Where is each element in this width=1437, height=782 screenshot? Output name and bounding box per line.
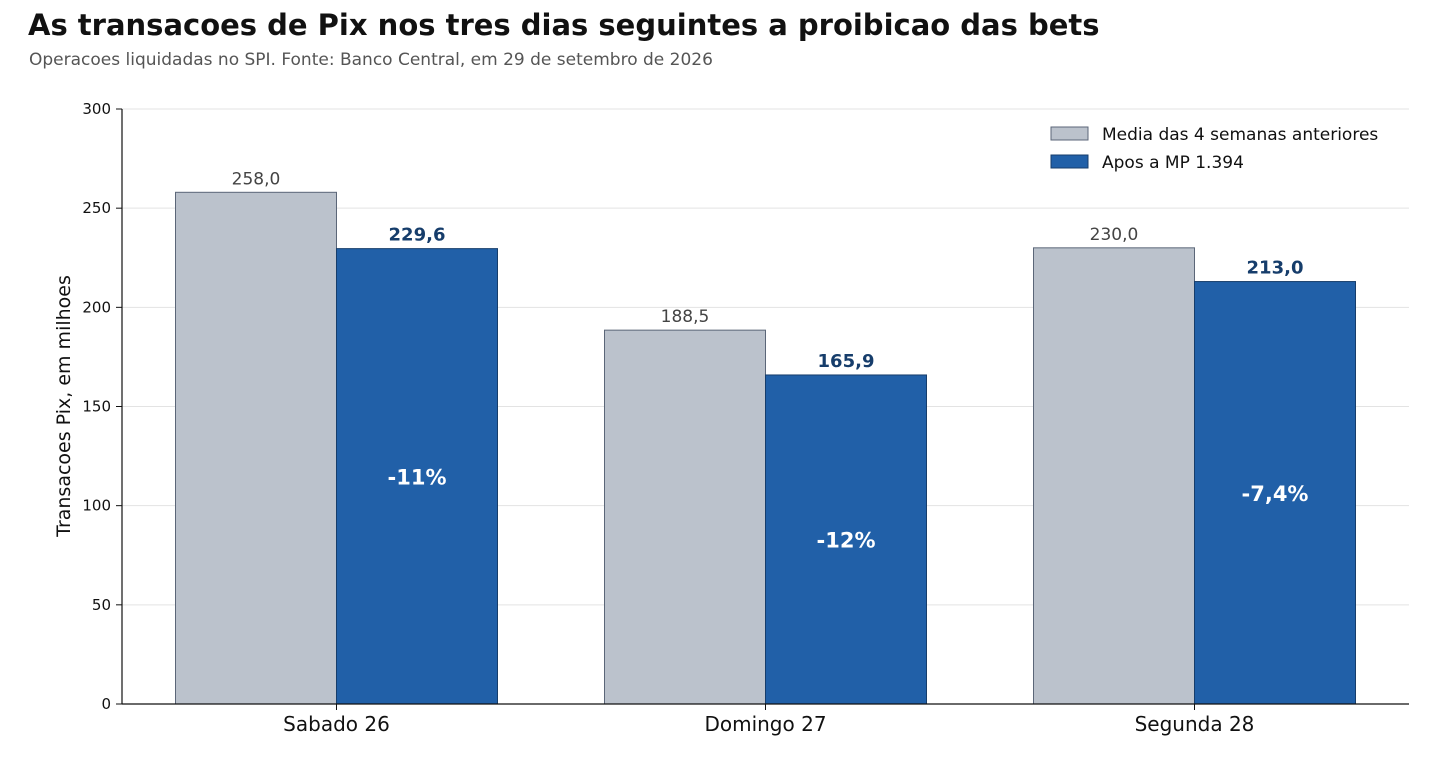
- data-label-baseline: 230,0: [1090, 225, 1139, 245]
- y-tick-label: 250: [82, 199, 111, 217]
- y-tick-label: 300: [82, 100, 111, 118]
- data-label-after: 165,9: [818, 351, 875, 372]
- bars: [175, 191, 1356, 705]
- y-tick-label: 100: [82, 497, 111, 515]
- legend: Media das 4 semanas anteriores Apos a MP…: [1050, 125, 1378, 173]
- axes: 0 50 100 150 200 250 300 Sabado 26 Domingo 27 Seg…: [82, 100, 1409, 736]
- data-label-baseline: 258,0: [232, 169, 281, 189]
- bar-after: [1194, 281, 1356, 705]
- bar-baseline: [604, 329, 766, 705]
- y-tick-label: 200: [82, 298, 111, 316]
- x-tick-label: Domingo 27: [704, 712, 826, 736]
- x-tick-label: Sabado 26: [283, 712, 390, 736]
- change-label: -11%: [388, 465, 447, 489]
- bar-baseline: [1033, 247, 1195, 705]
- change-label: -12%: [817, 528, 876, 552]
- legend-swatch-baseline: [1050, 126, 1089, 141]
- data-label-baseline: 188,5: [661, 307, 710, 327]
- y-tick-label: 50: [92, 596, 111, 614]
- bar-baseline: [175, 191, 337, 705]
- chart-subtitle: Operacoes liquidadas no SPI. Fonte: Banc…: [29, 50, 713, 70]
- legend-label-baseline: Media das 4 semanas anteriores: [1102, 125, 1378, 145]
- chart-title: As transacoes de Pix nos tres dias segui…: [28, 8, 1100, 42]
- change-label: -7,4%: [1242, 482, 1309, 506]
- legend-label-after: Apos a MP 1.394: [1102, 153, 1244, 173]
- y-axis-title: Transacoes Pix, em milhoes: [53, 275, 75, 538]
- data-label-after: 229,6: [389, 225, 446, 246]
- legend-swatch-after: [1050, 154, 1089, 169]
- data-label-after: 213,0: [1247, 258, 1304, 279]
- bar-after: [765, 374, 927, 705]
- x-tick-label: Segunda 28: [1135, 712, 1255, 736]
- y-tick-label: 150: [82, 398, 111, 416]
- y-tick-label: 0: [101, 695, 111, 713]
- data-labels: 258,0 229,6 -11% 188,5 165,9 -12% 230,0 213,0 -7…: [232, 169, 1309, 552]
- bar-after: [336, 248, 498, 705]
